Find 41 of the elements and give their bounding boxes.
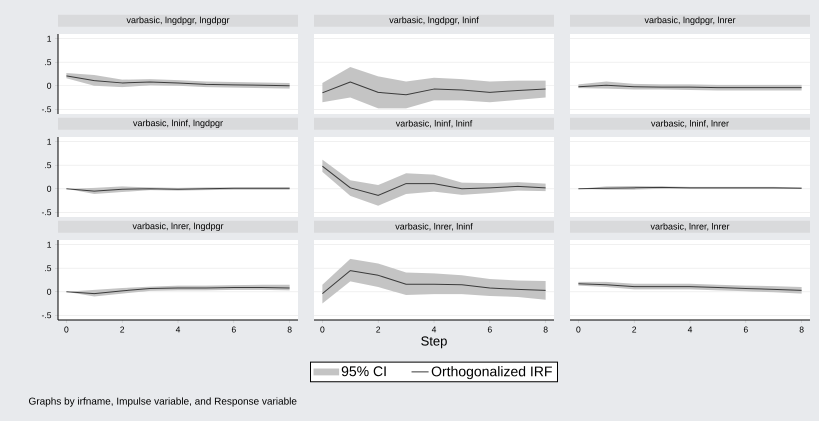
y-tick-label: 1 <box>47 242 52 248</box>
x-tick-label: 2 <box>632 326 636 332</box>
x-tick-label: 0 <box>320 326 324 333</box>
x-tick-label: 8 <box>544 326 548 333</box>
chart-title: varbasic, lninf, lnrer <box>651 120 729 128</box>
y-tick-label: 0 <box>47 288 52 295</box>
x-axis-title: Step <box>421 336 447 348</box>
y-tick-label: 1 <box>47 138 52 145</box>
chart-title: varbasic, lninf, lninf <box>396 120 472 128</box>
text: 95% CI <box>342 366 386 376</box>
x-tick-label: 0 <box>64 326 68 333</box>
chart-title: varbasic, lngdpgr, lninf <box>389 16 479 25</box>
chart-title: varbasic, lnrer, lngdpgr <box>132 222 224 231</box>
legend-label: Orthogonalized IRF <box>432 366 552 380</box>
x-tick-label: 4 <box>176 326 180 332</box>
y-tick-label: 0 <box>47 82 52 89</box>
y-tick-label: .5 <box>45 265 52 272</box>
x-tick-label: 4 <box>688 326 692 332</box>
x-tick-label: 0 <box>576 326 580 333</box>
chart-title: varbasic, lnrer, lninf <box>395 222 473 231</box>
y-tick-label: .5 <box>45 162 52 168</box>
chart-title: varbasic, lninf, lngdpgr <box>133 120 223 128</box>
x-tick-label: 6 <box>232 326 236 333</box>
x-tick-label: 8 <box>288 326 292 333</box>
chart-title: varbasic, lngdpgr, lnrer <box>644 16 736 25</box>
x-tick-label: 6 <box>744 326 748 333</box>
y-tick-label: .5 <box>45 59 52 66</box>
text: Graphs by irfname, Impulse variable, and Response variable <box>29 397 296 407</box>
y-tick-label: 0 <box>47 186 52 192</box>
x-tick-label: 4 <box>432 326 436 332</box>
y-tick-label: -.5 <box>42 209 52 216</box>
y-tick-label: -.5 <box>42 312 52 318</box>
line-series <box>66 287 290 294</box>
x-tick-label: 2 <box>120 326 124 332</box>
chart-title: varbasic, lngdpgr, lngdpgr <box>126 16 230 25</box>
y-tick-label: 1 <box>47 36 52 42</box>
x-tick-label: 6 <box>488 326 492 333</box>
x-tick-label: 8 <box>800 326 804 333</box>
x-tick-label: 2 <box>376 326 380 332</box>
chart-title: varbasic, lnrer, lnrer <box>650 222 730 231</box>
y-tick-label: -.5 <box>42 106 52 112</box>
